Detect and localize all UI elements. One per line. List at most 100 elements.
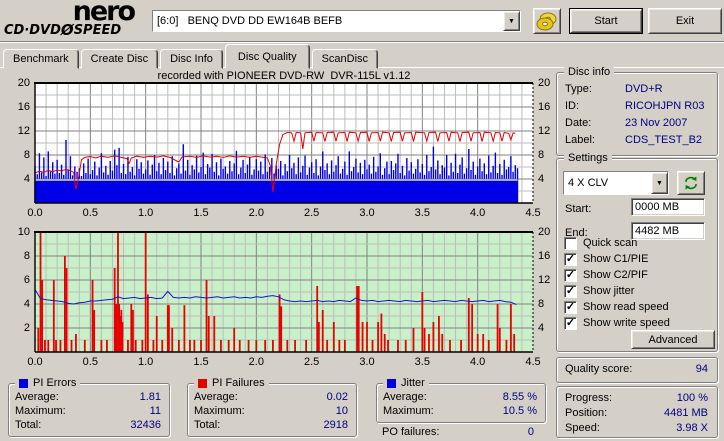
quality-score-value: 94 [695, 363, 708, 375]
drive-selector[interactable]: [6:0] BENQ DVD DD EW164B BEFB ▼ [152, 10, 521, 32]
pi-errors-row: Average: 1.81 [15, 391, 161, 404]
disc-info-groupbox: Disc info Type: DVD+R ID: RICOHJPN R03 Date:… [556, 66, 718, 156]
scan-speed-dropdown-button[interactable]: ▼ [651, 172, 668, 194]
refresh-button[interactable] [677, 171, 705, 195]
x-tick-label: 1.0 [138, 207, 154, 219]
disc-info-title: Disc info [564, 66, 615, 78]
x-tick-label: 4.5 [525, 207, 541, 219]
jitter-row: Maximum: 10.5 % [383, 405, 537, 418]
end-position-field[interactable]: 4482 MB [631, 222, 705, 240]
checkbox-show-read-speed[interactable]: ✓ Show read speed [564, 300, 669, 314]
checkbox-show-write-speed[interactable]: ✓ Show write speed [564, 316, 670, 330]
tab-bar: Benchmark Create Disc Disc Info Disc Qualit… [3, 43, 380, 69]
x-tick-label: 1.5 [193, 207, 209, 219]
stat-label: Total: [194, 419, 221, 431]
checkbox-checked-icon: ✓ [564, 316, 577, 330]
disc-info-row-label: Date: [565, 117, 592, 129]
y-tick-label-left: 4 [23, 298, 30, 310]
checkbox-label: Quick scan [583, 237, 638, 249]
checkbox-quick-scan[interactable]: Quick scan [564, 236, 637, 250]
jitter-groupbox: Jitter Average: 8.55 % Maximum: 10.5 % [376, 377, 546, 423]
nero-logo-text: nero [72, 0, 136, 27]
y-tick-label-left: 20 [17, 77, 30, 89]
scan-speed-select[interactable]: 4 X CLV ▼ [563, 171, 669, 195]
progress-row-value: 3.98 X [676, 422, 708, 434]
x-tick-label: 3.5 [414, 356, 430, 368]
y-tick-label-left: 12 [17, 125, 30, 137]
toolbar-separator [0, 41, 724, 43]
stat-label: Maximum: [15, 405, 66, 417]
checkbox-show-c2-pif[interactable]: ✓ Show C2/PIF [564, 268, 648, 282]
advanced-button[interactable]: Advanced [631, 330, 715, 349]
start-position-field[interactable]: 0000 MB [631, 198, 705, 216]
x-tick-label: 3.5 [414, 207, 430, 219]
x-tick-label: 1.0 [138, 356, 154, 368]
pi-errors-row: Maximum: 11 [15, 405, 161, 418]
pi-errors-groupbox: PI Errors Average: 1.81 Maximum: 11 Total: 324… [8, 377, 170, 437]
progress-row-label: Speed: [565, 422, 600, 434]
tab-benchmark[interactable]: Benchmark [3, 49, 79, 69]
x-tick-label: 3.0 [359, 207, 375, 219]
checkbox-show-jitter[interactable]: ✓ Show jitter [564, 284, 634, 298]
y-tick-label-left: 2 [23, 322, 30, 334]
logo-speed-text: SPEED [73, 23, 122, 38]
checkbox-label: Show jitter [583, 285, 635, 297]
disc-info-row-value: 23 Nov 2007 [625, 117, 688, 129]
po-failures-label: PO failures: [382, 426, 440, 438]
pi-failures-header: PI Failures [194, 377, 269, 389]
x-tick-label: 2.5 [304, 356, 320, 368]
checkbox-checked-icon: ✓ [564, 268, 577, 282]
drive-selector-dropdown-button[interactable]: ▼ [503, 11, 520, 31]
end-position-label: End: [565, 227, 588, 239]
settings-groupbox: Settings 4 X CLV ▼ Start: 0000 MB End: 4… [556, 152, 718, 352]
disc-info-button[interactable] [533, 8, 561, 34]
checkbox-checked-icon: ✓ [564, 284, 577, 298]
x-tick-label: 0.0 [27, 207, 43, 219]
jitter-legend-icon [387, 378, 396, 388]
drive-selector-value: [6:0] BENQ DVD DD EW164B BEFB [153, 11, 503, 31]
disc-info-row-label: Label: [565, 134, 595, 146]
jitter-header: Jitter [383, 377, 429, 389]
checkbox-unchecked-icon [564, 236, 577, 250]
stat-value: 10.5 % [502, 405, 537, 417]
x-tick-label: 0.0 [27, 356, 43, 368]
exit-button[interactable]: Exit [648, 8, 722, 34]
y-tick-label-right: 8 [538, 298, 545, 310]
y-tick-label-right: 16 [538, 250, 551, 262]
y-tick-label-left: 4 [23, 173, 30, 185]
checkbox-label: Show write speed [583, 317, 670, 329]
pi-failures-row: Maximum: 10 [194, 405, 348, 418]
y-tick-label-left: 16 [17, 101, 30, 113]
pi-failures-legend-icon [198, 378, 207, 388]
stat-value: 0.02 [326, 391, 348, 403]
disc-stack-icon [536, 12, 557, 31]
y-tick-label-right: 8 [538, 149, 545, 161]
chart-pie-plot [34, 82, 534, 204]
stat-value: 1.81 [139, 391, 161, 403]
progress-row-value: 4481 MB [663, 407, 708, 419]
start-button[interactable]: Start [570, 9, 642, 33]
x-tick-label: 0.5 [82, 356, 98, 368]
pi-failures-groupbox: PI Failures Average: 0.02 Maximum: 10 Total: 2… [187, 377, 357, 437]
tab-disc-info[interactable]: Disc Info [160, 49, 223, 69]
disc-info-row: Label: CDS_TEST_B2 [565, 134, 711, 146]
disc-glyph-icon: Ø [60, 21, 74, 39]
tab-create-disc[interactable]: Create Disc [80, 49, 159, 69]
tab-scandisc[interactable]: ScanDisc [311, 49, 379, 69]
progress-box: Progress: 100 % Position: 4481 MB Speed: 3.98… [556, 386, 718, 438]
scan-speed-value: 4 X CLV [564, 172, 651, 194]
y-tick-label-right: 16 [538, 101, 551, 113]
tab-disc-quality[interactable]: Disc Quality [224, 44, 310, 69]
disc-info-row-value: CDS_TEST_B2 [625, 134, 703, 146]
y-tick-label-left: 8 [23, 250, 30, 262]
y-tick-label-right: 4 [538, 322, 545, 334]
pi-errors-title: PI Errors [33, 377, 77, 389]
x-tick-label: 3.0 [359, 356, 375, 368]
checkbox-show-c1-pie[interactable]: ✓ Show C1/PIE [564, 252, 648, 266]
refresh-icon [685, 176, 697, 190]
chevron-down-icon: ▼ [508, 17, 515, 25]
stat-label: Maximum: [194, 405, 245, 417]
progress-row-value: 100 % [676, 392, 708, 404]
y-tick-label-right: 12 [538, 125, 551, 137]
y-tick-label-right: 20 [538, 226, 551, 238]
